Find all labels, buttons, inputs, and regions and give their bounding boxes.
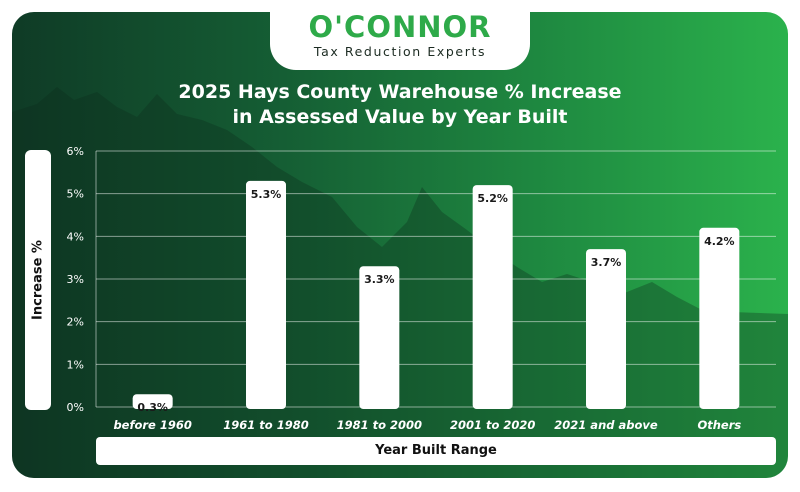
x-axis-label: Year Built Range [375, 443, 497, 458]
bar [586, 249, 626, 409]
bar [246, 180, 286, 409]
x-tick-label: 2001 to 2020 [450, 418, 535, 432]
bar-value-label: 5.3% [251, 188, 282, 201]
x-tick-label: before 1960 [113, 418, 191, 432]
bar-value-label: 4.2% [704, 235, 735, 248]
y-tick-label: 3% [67, 273, 84, 286]
y-tick-label: 4% [67, 230, 84, 243]
bar-value-label: 3.7% [591, 256, 622, 269]
bar [132, 394, 173, 409]
bar-value-label: 5.2% [477, 192, 508, 205]
y-tick-label: 1% [67, 358, 84, 371]
y-tick-label: 2% [67, 316, 84, 329]
x-tick-label: 1981 to 2000 [337, 418, 422, 432]
bar-value-label: 0.3% [137, 401, 168, 414]
x-tick-label: 2021 and above [554, 418, 658, 432]
bar [472, 185, 513, 409]
y-tick-label: 0% [67, 401, 84, 414]
x-axis-label-box [96, 437, 776, 465]
logo-tab: O'CONNOR Tax Reduction Experts [270, 0, 530, 70]
y-axis-label-box [25, 150, 51, 410]
chart-title: 2025 Hays County Warehouse % Increase in… [160, 80, 640, 130]
y-tick-label: 5% [67, 188, 84, 201]
bar-value-label: 3.3% [364, 273, 395, 286]
bar [699, 227, 740, 409]
y-tick-label: 6% [67, 145, 84, 158]
brand-tagline: Tax Reduction Experts [313, 44, 487, 59]
bar [359, 266, 400, 409]
chart-title-line-1: 2025 Hays County Warehouse % Increase [178, 81, 622, 103]
brand-logo: O'CONNOR [308, 10, 492, 44]
x-tick-label: Others [697, 418, 741, 432]
chart-title-line-2: in Assessed Value by Year Built [232, 106, 568, 128]
x-tick-label: 1961 to 1980 [223, 418, 308, 432]
